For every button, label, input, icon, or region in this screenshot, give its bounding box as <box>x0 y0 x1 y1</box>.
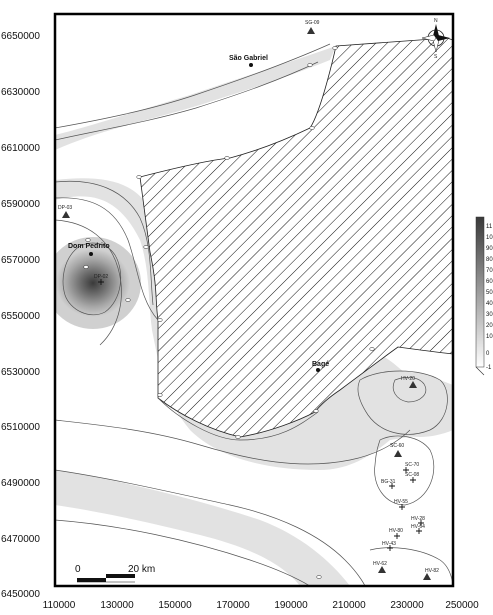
anomaly-core <box>56 249 130 317</box>
place-dom-pedrito: Dom Pedrito <box>68 243 110 256</box>
y-tick: 6530000 <box>1 367 40 378</box>
legend-label: 90 <box>486 246 493 252</box>
svg-text:HV-80: HV-80 <box>389 528 403 534</box>
contour-labels <box>83 46 375 579</box>
svg-text:HV-62: HV-62 <box>373 561 387 567</box>
legend-label: 11 <box>486 224 493 230</box>
svg-text:Dom Pedrito: Dom Pedrito <box>68 243 110 250</box>
hatched-zone <box>139 37 453 438</box>
y-axis: 6650000 6630000 6610000 6590000 6570000 … <box>1 31 40 600</box>
y-tick: 6650000 <box>1 31 40 42</box>
station-hv-62: HV-62 <box>373 561 387 573</box>
x-tick: 190000 <box>274 600 308 611</box>
legend-label: 70 <box>486 268 493 274</box>
station-dp-03: DP-03 <box>58 205 72 218</box>
svg-text:HV-55: HV-55 <box>394 499 408 505</box>
station-hv-20: HV-20 <box>401 376 417 388</box>
place-sao-gabriel: São Gabriel <box>229 55 268 67</box>
station-sc-08: SC-08 <box>405 472 419 483</box>
svg-text:São Gabriel: São Gabriel <box>229 55 268 62</box>
station-sc-60: SC-60 <box>390 443 404 457</box>
north-arrow: N S <box>421 18 450 60</box>
svg-text:HV-43: HV-43 <box>382 541 396 547</box>
svg-text:SC-08: SC-08 <box>405 472 419 478</box>
legend-label: 40 <box>486 301 493 307</box>
scale-start: 0 <box>75 564 81 575</box>
station-hv-80: HV-80 <box>389 528 403 539</box>
station-sg-09: SG-09 <box>305 20 320 34</box>
svg-text:HV-20: HV-20 <box>401 376 415 382</box>
scale-bar: 0 20 km <box>75 564 155 583</box>
color-legend: 11 10 90 80 70 60 50 40 30 20 10 0 -1 <box>475 216 493 376</box>
y-tick: 6550000 <box>1 311 40 322</box>
y-tick: 6610000 <box>1 143 40 154</box>
station-hv-55: HV-55 <box>394 499 408 510</box>
y-tick: 6570000 <box>1 255 40 266</box>
x-tick: 110000 <box>43 600 76 611</box>
north-label: N <box>434 18 438 24</box>
south-label: S <box>434 54 438 60</box>
y-tick: 6490000 <box>1 478 40 489</box>
x-tick: 230000 <box>390 600 424 611</box>
y-tick: 6470000 <box>1 534 40 545</box>
isolines <box>55 43 453 586</box>
svg-text:DP-03: DP-03 <box>58 205 72 211</box>
legend-label: 10 <box>486 334 493 340</box>
svg-text:SC-60: SC-60 <box>390 443 404 449</box>
shaded-zone-east <box>359 371 453 437</box>
y-tick: 6630000 <box>1 87 40 98</box>
x-tick: 170000 <box>216 600 250 611</box>
legend-label: -1 <box>486 365 492 371</box>
svg-text:BG-31: BG-31 <box>381 479 396 485</box>
svg-text:HV-82: HV-82 <box>425 568 439 574</box>
legend-label: 30 <box>486 312 493 318</box>
station-dp-02: DP-02 <box>94 274 108 285</box>
station-sc-70: SC-70 <box>403 462 419 473</box>
scale-end: 20 km <box>128 564 155 575</box>
station-bg-31: BG-31 <box>381 479 396 489</box>
svg-text:Bagé: Bagé <box>312 361 329 368</box>
station-hv-64: HV-64 <box>411 524 425 534</box>
legend-label: 50 <box>486 290 493 296</box>
legend-label: 80 <box>486 257 493 263</box>
x-tick: 130000 <box>100 600 134 611</box>
place-bage: Bagé <box>312 361 329 372</box>
station-hv-28: HV-28 <box>411 516 425 526</box>
x-tick: 250000 <box>445 600 479 611</box>
svg-text:SC-70: SC-70 <box>405 462 419 468</box>
y-tick: 6450000 <box>1 589 40 600</box>
svg-text:HV-64: HV-64 <box>411 524 425 530</box>
legend-label: 10 <box>486 235 493 241</box>
shaded-zone-south <box>55 470 350 586</box>
x-tick: 150000 <box>158 600 192 611</box>
y-tick: 6510000 <box>1 422 40 433</box>
legend-label: 20 <box>486 323 493 329</box>
y-tick: 6590000 <box>1 199 40 210</box>
station-hv-43: HV-43 <box>382 541 396 551</box>
x-axis: 110000 130000 150000 170000 190000 21000… <box>43 600 479 611</box>
shaded-zone-west <box>55 46 336 150</box>
legend-label: 0 <box>486 351 490 357</box>
legend-label: 60 <box>486 279 493 285</box>
svg-text:DP-02: DP-02 <box>94 274 108 280</box>
station-hv-82: HV-82 <box>423 568 439 580</box>
svg-text:HV-28: HV-28 <box>411 516 425 522</box>
svg-text:SG-09: SG-09 <box>305 20 320 26</box>
x-tick: 210000 <box>332 600 366 611</box>
